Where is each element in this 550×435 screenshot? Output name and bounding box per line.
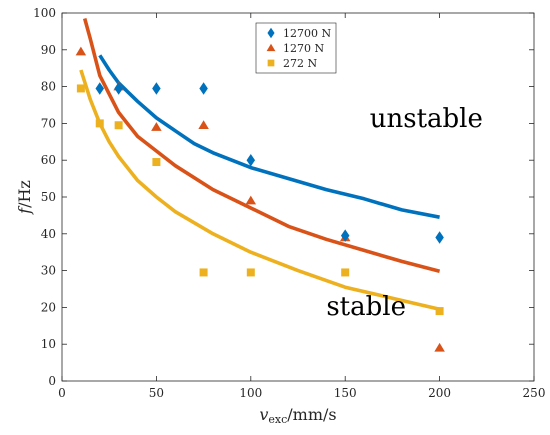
y-tick-label: 80 [41, 80, 56, 94]
marker-12700 [114, 82, 123, 95]
marker-1270 [245, 195, 257, 205]
marker-272 [76, 84, 85, 93]
y-tick-label: 50 [41, 190, 56, 204]
legend-label-272: 272 N [283, 57, 317, 70]
marker-1270 [75, 46, 87, 56]
x-tick-label: 150 [334, 386, 357, 400]
marker-272 [341, 268, 350, 277]
axis-ticks: 0 50 100 150 200 250 0 10 20 30 40 50 60 70 80 90 100 [33, 6, 545, 400]
curve-1270 [82, 18, 441, 274]
marker-272 [199, 268, 208, 277]
x-axis-label-main: v [259, 405, 268, 424]
annotation-unstable: unstable [370, 104, 483, 134]
marker-12700 [152, 82, 161, 95]
y-axis-label-main: f [15, 205, 34, 215]
y-tick-label: 0 [48, 374, 56, 388]
x-tick-label: 100 [239, 386, 262, 400]
data-markers [75, 46, 445, 352]
marker-12700 [95, 82, 105, 95]
y-tick-label: 10 [41, 337, 56, 351]
y-tick-label: 70 [41, 116, 56, 130]
y-tick-label: 30 [41, 264, 56, 278]
marker-12700 [199, 82, 208, 95]
legend-label-1270: 1270 N [283, 42, 324, 55]
x-tick-label: 0 [58, 386, 66, 400]
curve-12700 [98, 54, 440, 219]
marker-12700 [340, 229, 350, 242]
x-axis-label-unit: /mm/s [287, 405, 336, 424]
marker-272 [114, 121, 123, 130]
marker-272 [246, 268, 255, 277]
x-tick-label: 250 [523, 386, 546, 400]
marker-272 [435, 307, 444, 316]
marker-12700 [435, 231, 444, 244]
plot-area [61, 12, 535, 382]
y-tick-label: 40 [41, 227, 56, 241]
x-tick-label: 200 [428, 386, 451, 400]
x-axis-label: vexc/mm/s [259, 405, 336, 426]
y-axis-label-unit: /Hz [15, 180, 34, 208]
y-tick-label: 100 [33, 6, 56, 20]
legend: 12700 N 1270 N 272 N [255, 22, 337, 74]
x-tick-label: 50 [149, 386, 164, 400]
legend-marker-12700 [267, 27, 275, 39]
annotation-stable: stable [326, 292, 406, 322]
legend-marker-1270 [266, 43, 276, 52]
legend-label-12700: 12700 N [283, 27, 331, 40]
y-tick-label: 20 [41, 300, 56, 314]
marker-1270 [151, 122, 162, 131]
y-tick-label: 60 [41, 153, 56, 167]
legend-marker-272 [267, 59, 275, 67]
marker-1270 [198, 120, 209, 129]
y-axis-label: f/Hz [15, 180, 34, 215]
x-axis-label-sub: exc [268, 413, 287, 426]
marker-272 [95, 119, 104, 128]
marker-272 [152, 158, 161, 167]
marker-1270 [434, 342, 445, 352]
y-tick-label: 90 [41, 43, 56, 57]
marker-12700 [246, 153, 256, 167]
